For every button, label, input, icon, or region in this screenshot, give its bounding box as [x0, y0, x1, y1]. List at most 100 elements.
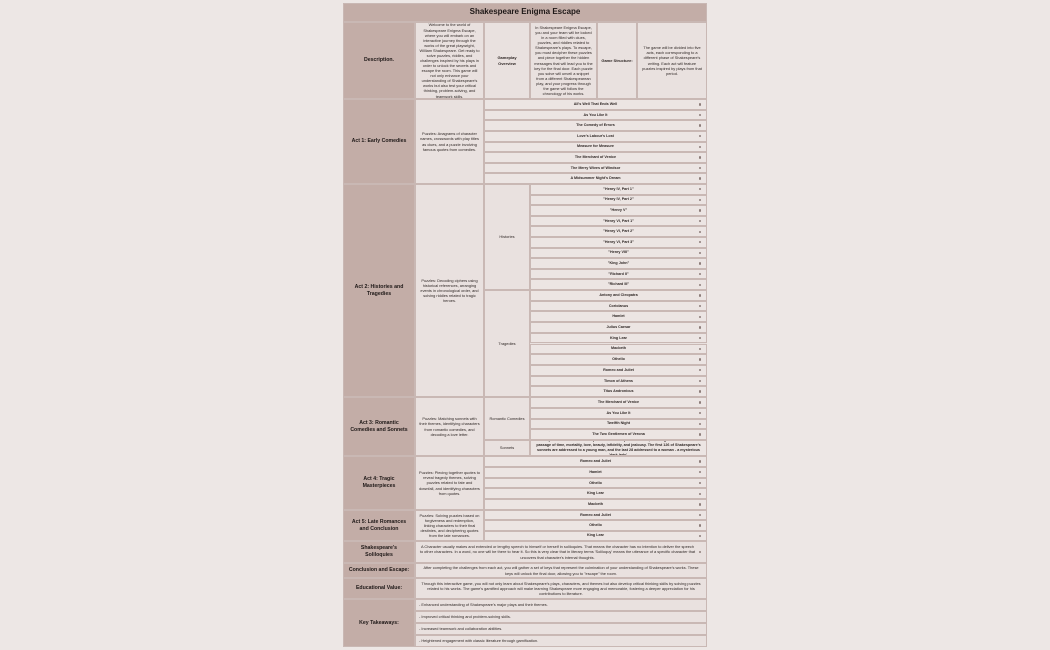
- act-label: Act 1: Early Comedies: [343, 99, 415, 184]
- row-label: Conclusion and Escape:: [343, 563, 415, 578]
- row-icon[interactable]: [699, 294, 702, 297]
- row-icon[interactable]: [699, 103, 702, 106]
- row-icon[interactable]: [699, 113, 702, 117]
- puzzle-text: Puzzles: Anagrams of character names, cr…: [415, 99, 484, 184]
- play-title: Macbeth: [484, 499, 707, 510]
- puzzle-text: Puzzles: Decoding ciphers using historic…: [415, 184, 484, 397]
- document-title: Shakespeare Enigma Escape: [343, 3, 707, 22]
- play-title: Julius Caesar: [530, 322, 707, 333]
- row-icon[interactable]: [699, 166, 702, 170]
- play-title: Measure for Measure: [484, 141, 707, 153]
- row-icon[interactable]: [699, 177, 702, 180]
- row-icon[interactable]: [699, 241, 702, 244]
- row-icon[interactable]: [699, 513, 702, 517]
- row-icon[interactable]: [699, 272, 702, 276]
- document-panel: Shakespeare Enigma Escape Description. Wel…: [343, 3, 707, 647]
- row-icon[interactable]: [699, 336, 702, 340]
- play-title: Hamlet: [530, 311, 707, 323]
- play-title: All's Well That Ends Well: [484, 99, 707, 110]
- group-text: Shakespeare wrote 154 sonnets published …: [530, 440, 707, 456]
- row-icon[interactable]: [699, 326, 702, 329]
- row-text: Through this interactive game, you will …: [415, 578, 707, 599]
- group-label: Romantic Comedies: [484, 397, 530, 440]
- play-title: Macbeth: [530, 343, 707, 355]
- row-icon[interactable]: [699, 347, 702, 351]
- row-icon[interactable]: [699, 251, 702, 255]
- play-title: Hamlet: [484, 466, 707, 478]
- row-icon[interactable]: [699, 230, 702, 233]
- row-icon[interactable]: [699, 358, 702, 361]
- play-title: Romeo and Juliet: [530, 364, 707, 376]
- play-title: "Richard III": [530, 279, 707, 290]
- row-icon[interactable]: [699, 524, 702, 527]
- puzzle-text: Puzzles: Solving puzzles based on forgiv…: [415, 510, 484, 541]
- play-title: "Henry IV, Part 1": [530, 184, 707, 195]
- row-icon[interactable]: [699, 534, 702, 538]
- row-label: Description.: [343, 22, 415, 99]
- row-icon[interactable]: [699, 304, 702, 308]
- row-icon[interactable]: [699, 433, 702, 436]
- section-label: Game Structure:: [597, 22, 637, 99]
- row-icon[interactable]: [699, 481, 702, 485]
- play-title: Othello: [484, 477, 707, 489]
- row-icon[interactable]: [699, 219, 702, 223]
- row-icon[interactable]: [699, 145, 702, 148]
- row-icon[interactable]: [699, 422, 702, 426]
- section-label: Gameplay Overview: [484, 22, 530, 99]
- takeaway-item: - Heightened engagement with classic lit…: [415, 635, 707, 647]
- group-label: Histories: [484, 184, 530, 290]
- play-title: The Merchant of Venice: [530, 397, 707, 408]
- row-icon[interactable]: [699, 209, 702, 212]
- row-icon[interactable]: [699, 124, 702, 127]
- act-label: Act 4: Tragic Masterpieces: [343, 456, 415, 510]
- play-title: "Richard II": [530, 268, 707, 280]
- row-icon[interactable]: [699, 198, 702, 202]
- row-icon[interactable]: [699, 315, 702, 318]
- play-title: A Midsummer Night's Dream: [484, 173, 707, 184]
- row-label: Shakespeare's Soliloquies: [343, 541, 415, 563]
- row-icon[interactable]: [699, 156, 702, 159]
- play-title: Timon of Athens: [530, 375, 707, 387]
- row-icon[interactable]: [699, 550, 702, 554]
- row-icon[interactable]: [699, 283, 702, 286]
- play-title: Othello: [484, 520, 707, 531]
- play-title: As You Like It: [484, 109, 707, 121]
- play-title: King Lear: [530, 332, 707, 344]
- row-icon[interactable]: [699, 379, 702, 383]
- row-icon[interactable]: [699, 262, 702, 265]
- row-icon[interactable]: [699, 134, 702, 138]
- row-icon[interactable]: [699, 503, 702, 506]
- act-label: Act 3: Romantic Comedies and Sonnets: [343, 397, 415, 456]
- play-title: The Merry Wives of Windsor: [484, 162, 707, 174]
- play-title: King Lear: [484, 530, 707, 541]
- description-text: The game will be divided into five acts,…: [637, 22, 707, 99]
- row-label: Key Takeaways:: [343, 599, 415, 647]
- play-title: The Merchant of Venice: [484, 152, 707, 163]
- row-icon[interactable]: [699, 492, 702, 495]
- play-title: "King John": [530, 258, 707, 269]
- row-icon[interactable]: [699, 460, 702, 463]
- row-icon[interactable]: [699, 390, 702, 393]
- play-title: Othello: [530, 354, 707, 365]
- row-icon[interactable]: [699, 471, 702, 474]
- play-title: As You Like It: [530, 407, 707, 419]
- row-icon[interactable]: [699, 401, 702, 404]
- play-title: "Henry VI, Part 1": [530, 215, 707, 227]
- play-title: Twelfth Night: [530, 418, 707, 430]
- play-title: King Lear: [484, 488, 707, 500]
- play-title: Antony and Cleopatra: [530, 290, 707, 301]
- play-title: "Henry V": [530, 205, 707, 216]
- play-title: "Henry IV, Part 2": [530, 194, 707, 206]
- row-text: After completing the challenges from eac…: [415, 563, 707, 578]
- play-title: "Henry VIII": [530, 247, 707, 259]
- play-title: Coriolanus: [530, 300, 707, 312]
- takeaway-item: - Increased teamwork and collaboration a…: [415, 623, 707, 635]
- act-label: Act 5: Late Romances and Conclusion: [343, 510, 415, 541]
- row-text: A Character usually makes and extended o…: [415, 541, 707, 563]
- row-icon[interactable]: [699, 369, 702, 372]
- row-icon[interactable]: [699, 188, 702, 191]
- row-icon[interactable]: [699, 411, 702, 415]
- play-title: Titus Andronicus: [530, 386, 707, 397]
